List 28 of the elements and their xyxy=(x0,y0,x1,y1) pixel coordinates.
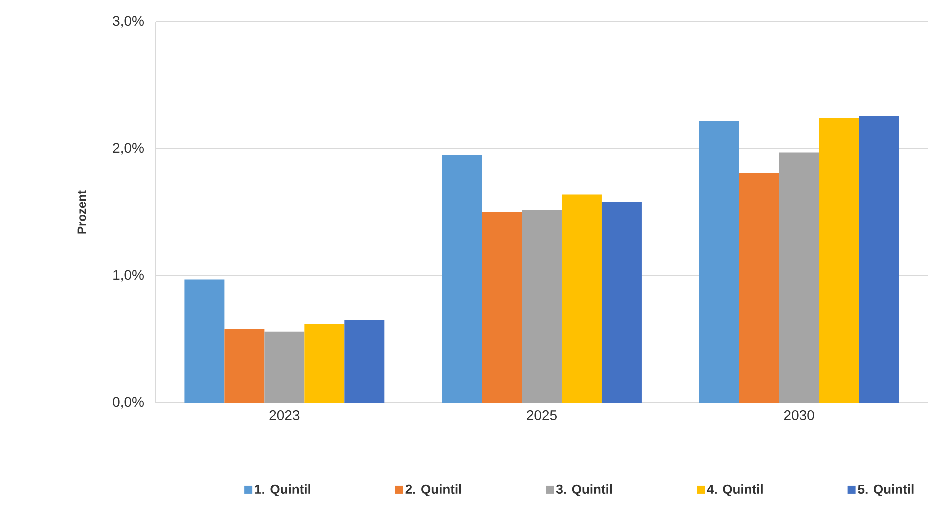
legend-label: 2. Quintil xyxy=(406,484,462,496)
bar xyxy=(859,116,900,403)
bar xyxy=(739,173,780,403)
bar xyxy=(264,332,305,403)
y-axis-title: Prozent xyxy=(78,190,86,234)
bar xyxy=(184,280,225,403)
legend-label: 5. Quintil xyxy=(858,484,914,496)
y-tick-label: 0,0% xyxy=(113,397,144,409)
bar xyxy=(442,155,482,403)
bar xyxy=(224,329,265,403)
bar xyxy=(699,121,740,403)
legend-label: 4. Quintil xyxy=(707,484,763,496)
y-tick-label: 1,0% xyxy=(114,270,144,282)
bar xyxy=(304,324,345,403)
x-tick-label: 2025 xyxy=(527,410,557,420)
legend-label: 1. Quintil xyxy=(255,484,310,496)
legend-label: 3. Quintil xyxy=(556,484,612,496)
x-tick-label: 2023 xyxy=(270,410,300,420)
y-tick-label: 2,0% xyxy=(113,143,144,155)
y-tick-label: 3,0% xyxy=(113,16,144,28)
bar xyxy=(344,320,385,403)
bar xyxy=(819,118,860,403)
x-tick-label: 2030 xyxy=(784,410,814,420)
bar xyxy=(779,152,820,403)
bar xyxy=(482,212,522,403)
bar xyxy=(562,194,602,403)
bar xyxy=(522,210,562,403)
bar xyxy=(602,202,642,403)
